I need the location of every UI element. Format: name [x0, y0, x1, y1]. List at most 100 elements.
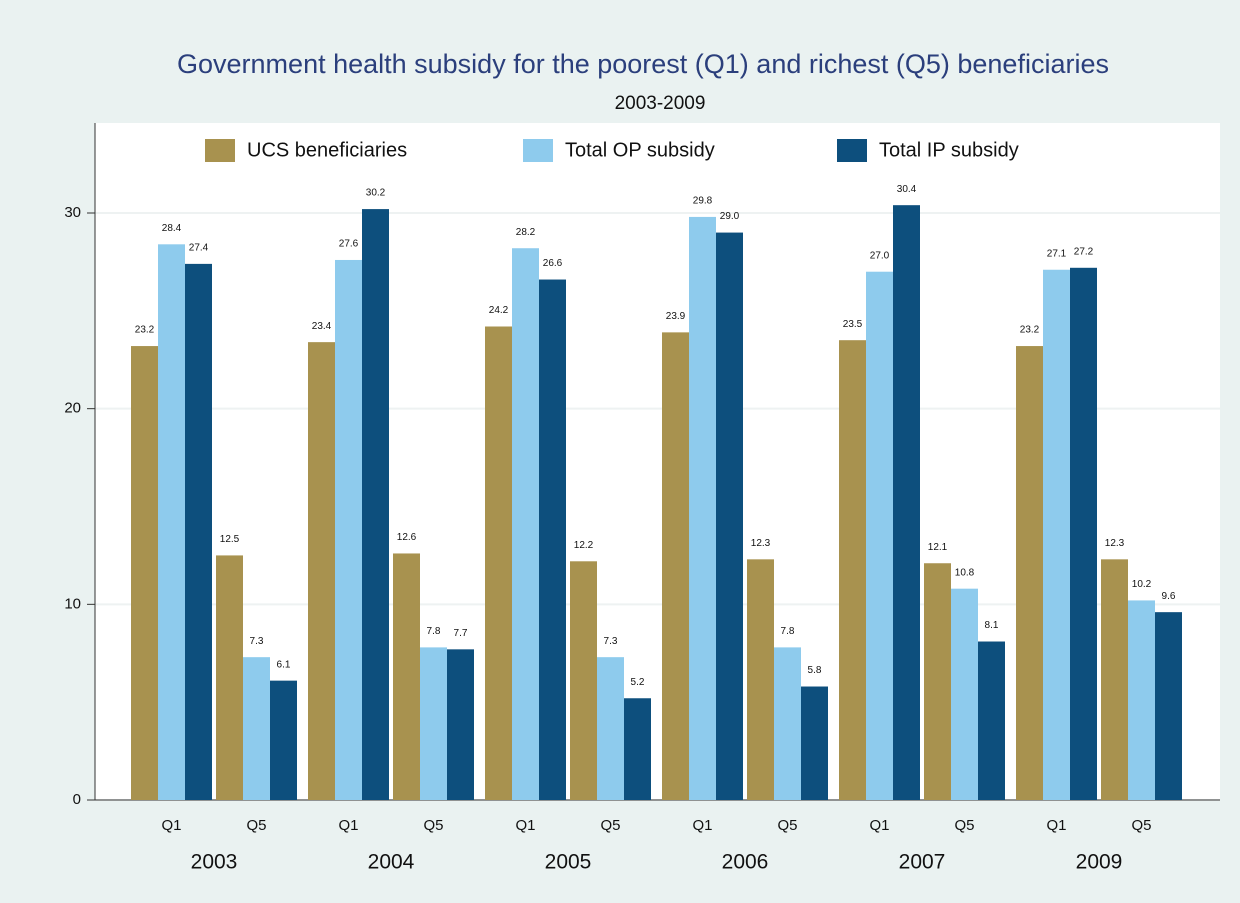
x-tick-label: Q5: [246, 817, 266, 834]
value-label: 10.8: [955, 567, 975, 578]
value-label: 10.2: [1132, 579, 1152, 590]
x-tick-label: Q1: [692, 817, 712, 834]
x-tick-label: Q5: [954, 817, 974, 834]
bar: [1101, 559, 1128, 800]
value-label: 6.1: [277, 659, 291, 670]
value-label: 7.8: [427, 626, 441, 637]
x-tick-label: Q5: [423, 817, 443, 834]
bar: [597, 657, 624, 800]
value-label: 23.2: [1020, 325, 1040, 336]
value-label: 29.8: [693, 196, 713, 207]
bar: [393, 553, 420, 800]
legend-swatch: [837, 139, 867, 162]
value-label: 7.8: [781, 626, 795, 637]
bar: [662, 332, 689, 800]
group-label: 2005: [545, 851, 592, 874]
bar: [216, 555, 243, 800]
value-label: 26.6: [543, 258, 563, 269]
bar: [951, 588, 978, 800]
bar: [978, 641, 1005, 800]
bar: [839, 340, 866, 800]
bar: [747, 559, 774, 800]
bar: [512, 248, 539, 800]
group-label: 2009: [1076, 851, 1123, 874]
x-tick-label: Q1: [1046, 817, 1066, 834]
bar: [801, 686, 828, 800]
value-label: 7.3: [604, 636, 618, 647]
value-label: 27.2: [1074, 246, 1094, 257]
bar: [270, 680, 297, 800]
bar: [893, 205, 920, 800]
x-tick-label: Q5: [1131, 817, 1151, 834]
x-tick-label: Q1: [161, 817, 181, 834]
bar: [1043, 269, 1070, 801]
value-label: 12.6: [397, 532, 417, 543]
bar: [1070, 267, 1097, 801]
bar: [539, 279, 566, 800]
group-label: 2003: [191, 851, 238, 874]
bar: [774, 647, 801, 800]
bar: [1155, 612, 1182, 800]
bar: [158, 244, 185, 800]
value-label: 23.2: [135, 325, 155, 336]
chart-subtitle: 2003-2009: [615, 93, 706, 114]
value-label: 24.2: [489, 305, 509, 316]
legend-label: Total IP subsidy: [879, 139, 1019, 161]
value-label: 27.6: [339, 239, 359, 250]
value-label: 27.1: [1047, 248, 1067, 259]
value-label: 23.4: [312, 321, 332, 332]
bar: [447, 649, 474, 800]
y-tick-label: 10: [64, 595, 81, 612]
legend-label: UCS beneficiaries: [247, 139, 407, 161]
bar: [243, 657, 270, 800]
bar: [1016, 346, 1043, 800]
bar: [335, 259, 362, 800]
value-label: 12.1: [928, 542, 948, 553]
group-label: 2006: [722, 851, 769, 874]
y-tick-label: 0: [73, 791, 81, 808]
bar: [570, 561, 597, 800]
value-label: 30.4: [897, 184, 917, 195]
value-label: 12.3: [1105, 538, 1125, 549]
value-label: 12.5: [220, 534, 240, 545]
chart-title: Government health subsidy for the poores…: [177, 49, 1109, 79]
value-label: 12.2: [574, 540, 594, 551]
x-tick-label: Q1: [869, 817, 889, 834]
value-label: 23.9: [666, 311, 686, 322]
value-label: 8.1: [985, 620, 999, 631]
value-label: 7.7: [454, 628, 468, 639]
value-label: 9.6: [1162, 591, 1176, 602]
x-tick-label: Q1: [338, 817, 358, 834]
value-label: 5.8: [808, 665, 822, 676]
value-label: 29.0: [720, 211, 740, 222]
bar: [485, 326, 512, 800]
legend-swatch: [523, 139, 553, 162]
group-label: 2007: [899, 851, 946, 874]
value-label: 27.4: [189, 243, 209, 254]
bar: [131, 346, 158, 800]
y-tick-label: 20: [64, 400, 81, 417]
value-label: 28.2: [516, 227, 536, 238]
bar: [689, 216, 716, 801]
value-label: 23.5: [843, 319, 863, 330]
legend-label: Total OP subsidy: [565, 139, 715, 161]
bar: [924, 563, 951, 800]
value-label: 7.3: [250, 636, 264, 647]
x-tick-label: Q1: [515, 817, 535, 834]
bar: [362, 209, 389, 801]
value-label: 28.4: [162, 223, 182, 234]
bar: [1128, 600, 1155, 800]
value-label: 27.0: [870, 250, 890, 261]
value-label: 5.2: [631, 677, 645, 688]
bar: [866, 271, 893, 800]
group-label: 2004: [368, 851, 415, 874]
bar: [624, 698, 651, 800]
bar: [185, 263, 212, 800]
x-tick-label: Q5: [600, 817, 620, 834]
bar: [420, 647, 447, 800]
value-label: 12.3: [751, 538, 771, 549]
bar: [716, 232, 743, 800]
x-tick-label: Q5: [777, 817, 797, 834]
legend-swatch: [205, 139, 235, 162]
